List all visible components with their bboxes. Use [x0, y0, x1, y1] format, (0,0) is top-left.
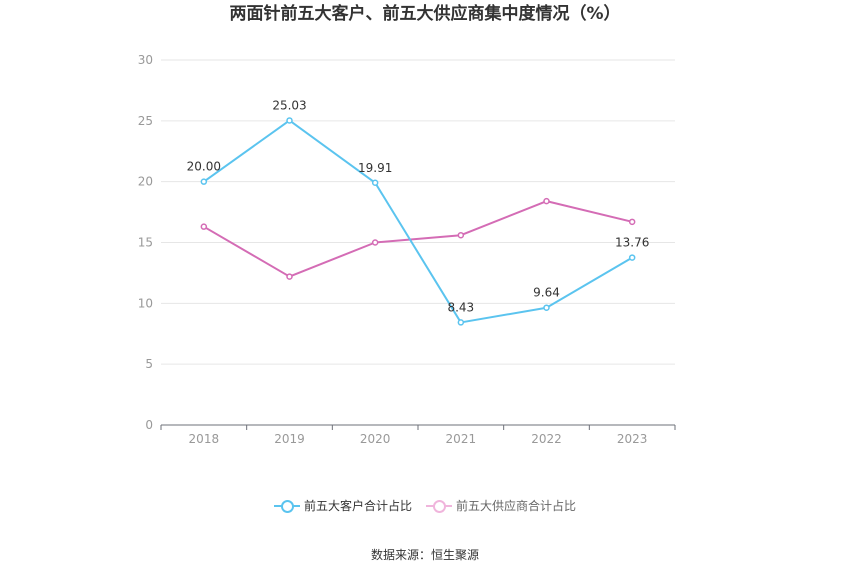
- y-tick-label: 5: [145, 357, 153, 371]
- data-point[interactable]: [543, 197, 550, 205]
- series-line-0: [203, 119, 633, 324]
- y-tick-label: 20: [138, 175, 153, 189]
- data-label: 9.64: [533, 286, 560, 300]
- data-label: 25.03: [272, 98, 306, 112]
- data-point[interactable]: [200, 178, 208, 185]
- legend-swatch-customers: [273, 496, 300, 516]
- x-tick-label: 2023: [617, 432, 648, 446]
- legend-item-customers[interactable]: 前五大客户合计占比: [273, 496, 412, 516]
- y-tick-label: 0: [145, 418, 153, 432]
- gridlines: [161, 59, 675, 365]
- x-tick-label: 2019: [274, 432, 305, 446]
- data-label: 8.43: [447, 300, 474, 314]
- data-labels: 20.00 25.03 19.91 8.43 9.64 13.76: [187, 98, 650, 314]
- data-point[interactable]: [286, 273, 293, 280]
- y-tick-label: 30: [138, 53, 153, 67]
- data-point[interactable]: [200, 223, 208, 230]
- data-point[interactable]: [286, 117, 293, 124]
- series-line-1: [203, 200, 633, 278]
- x-tick-label: 2020: [360, 432, 391, 446]
- data-label: 19.91: [358, 161, 392, 175]
- legend: 前五大客户合计占比 前五大供应商合计占比: [0, 496, 850, 516]
- data-point[interactable]: [371, 179, 379, 187]
- series-lines: [200, 117, 636, 326]
- data-label: 20.00: [187, 160, 221, 174]
- y-axis-ticks: 0 5 10 15 20 25 30: [138, 53, 153, 432]
- data-point[interactable]: [628, 218, 636, 226]
- data-point[interactable]: [628, 254, 636, 261]
- data-point[interactable]: [371, 239, 379, 246]
- y-tick-label: 25: [138, 114, 153, 128]
- legend-label-customers: 前五大客户合计占比: [303, 499, 412, 513]
- data-point[interactable]: [457, 231, 465, 239]
- data-point[interactable]: [457, 319, 465, 326]
- legend-swatch-suppliers: [426, 496, 452, 516]
- data-point[interactable]: [543, 304, 550, 311]
- y-tick-label: 10: [138, 296, 153, 310]
- data-label: 13.76: [615, 236, 649, 250]
- x-tick-label: 2018: [189, 432, 220, 446]
- legend-item-suppliers[interactable]: 前五大供应商合计占比: [426, 496, 576, 516]
- y-tick-label: 15: [138, 236, 153, 250]
- x-tick-label: 2021: [446, 432, 477, 446]
- x-tick-label: 2022: [531, 432, 562, 446]
- chart-title: 两面针前五大客户、前五大供应商集中度情况（%）: [229, 4, 621, 24]
- x-axis: 2018 2019 2020 2021 2022 2023: [160, 424, 676, 446]
- data-source: 数据来源：恒生聚源: [370, 548, 479, 562]
- legend-label-suppliers: 前五大供应商合计占比: [456, 499, 577, 513]
